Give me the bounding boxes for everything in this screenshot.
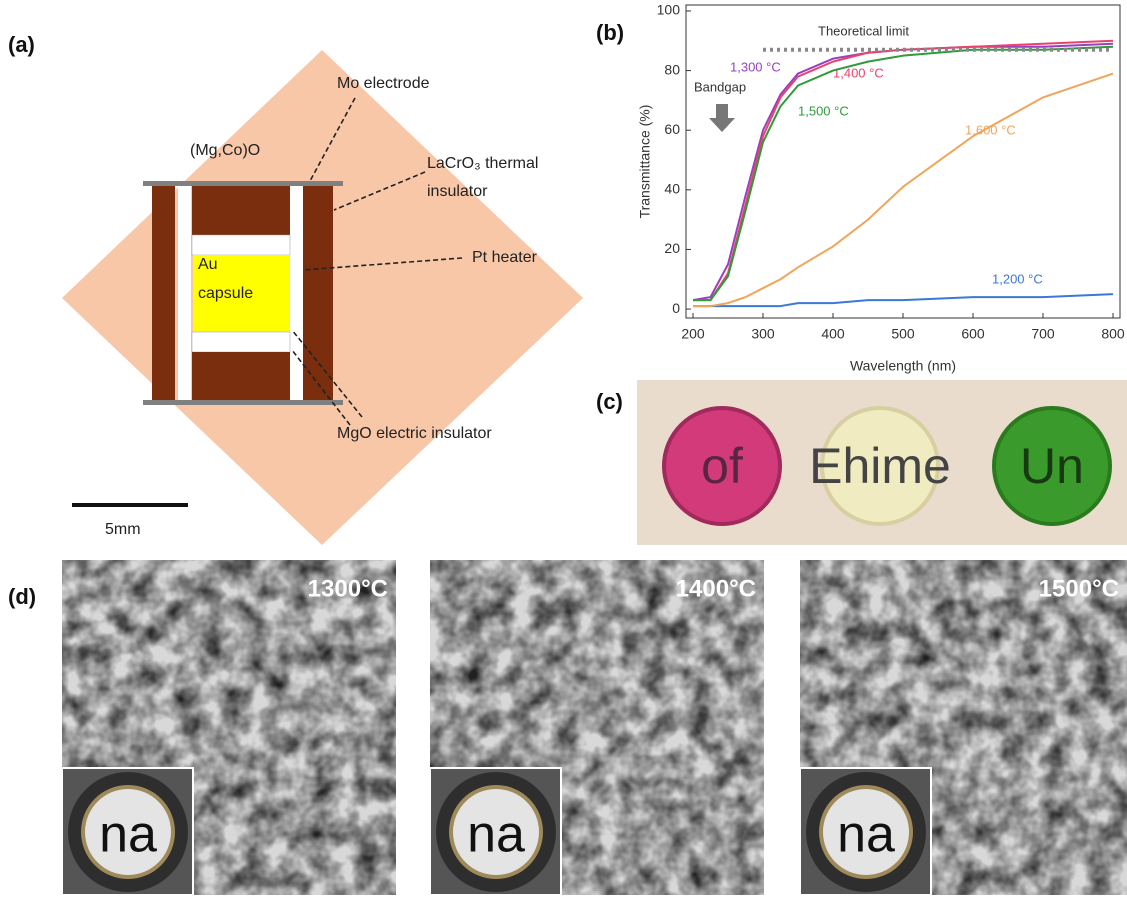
x-tick-label: 500 xyxy=(891,326,915,342)
label: Pt heater xyxy=(472,249,538,266)
temperature-label: 1300°C xyxy=(308,575,388,602)
sem-images: 1300°C na 1400°C na 1500°C na xyxy=(61,560,1127,896)
inset-text: na xyxy=(467,806,525,864)
label: capsule xyxy=(198,285,253,302)
series-label: 1,400 °C xyxy=(833,65,884,80)
temperature-label: 1500°C xyxy=(1039,575,1119,602)
electrode-top xyxy=(143,181,343,186)
curve xyxy=(693,293,1114,308)
x-tick-label: 300 xyxy=(751,326,775,342)
mgo-bottom xyxy=(191,331,291,353)
y-tick-label: 100 xyxy=(657,2,681,18)
label: Au xyxy=(198,256,218,273)
y-tick-label: 80 xyxy=(664,61,680,77)
bandgap-arrow xyxy=(709,104,735,132)
panel-label: (b) xyxy=(596,20,624,45)
label: LaCrO₃ thermal xyxy=(427,155,538,172)
insulator-right xyxy=(303,185,333,401)
electrode-bottom xyxy=(143,400,343,405)
plug-top xyxy=(192,185,290,235)
sample-disk xyxy=(662,406,782,526)
sample-text: Un xyxy=(1020,438,1084,494)
sample-text: Ehime xyxy=(809,438,951,494)
y-tick-label: 60 xyxy=(664,121,680,137)
sample-disk xyxy=(992,406,1112,526)
series-label: Theoretical limit xyxy=(818,23,909,38)
curve xyxy=(693,45,1114,302)
series-label: 1,200 °C xyxy=(992,271,1043,286)
heater-right xyxy=(290,185,303,401)
panel-label: (d) xyxy=(8,584,36,609)
sample-text: of xyxy=(701,438,743,494)
x-tick-label: 200 xyxy=(681,326,705,342)
annotation: Bandgap xyxy=(694,79,746,94)
inset-sample xyxy=(453,789,539,875)
transmittance-chart: (b) 0 20 40 60 80 100 200 300 400 500 600 700 800 Wave… xyxy=(596,2,1125,374)
x-tick-label: 700 xyxy=(1031,326,1055,342)
inset-sample xyxy=(85,789,171,875)
curve xyxy=(693,72,1114,308)
plug-bottom xyxy=(192,352,290,401)
heater-left xyxy=(178,185,191,401)
scale-label: 5mm xyxy=(105,521,141,538)
leader-lines xyxy=(291,97,463,426)
y-tick-label: 0 xyxy=(672,300,680,316)
au-capsule xyxy=(193,255,290,332)
series-label: 1,300 °C xyxy=(730,59,781,74)
x-tick-label: 400 xyxy=(821,326,845,342)
x-tick-label: 800 xyxy=(1101,326,1125,342)
series-label: 1,600 °C xyxy=(965,122,1016,137)
inset-sample xyxy=(823,789,909,875)
label: insulator xyxy=(427,183,488,200)
temperature-label: 1400°C xyxy=(676,575,756,602)
y-tick-label: 20 xyxy=(664,240,680,256)
y-axis-title: Transmittance (%) xyxy=(637,105,653,219)
x-axis-title: Wavelength (nm) xyxy=(850,358,956,374)
sample-disk xyxy=(820,406,940,526)
series-label: 1,500 °C xyxy=(798,103,849,118)
mgo-top xyxy=(191,234,291,256)
x-tick-label: 600 xyxy=(961,326,985,342)
label: Mo electrode xyxy=(337,75,430,92)
y-tick-label: 40 xyxy=(664,181,680,197)
insulator-left xyxy=(152,185,175,401)
inset-text: na xyxy=(99,806,157,864)
panel-label: (c) xyxy=(596,389,623,414)
label: (Mg,Co)O xyxy=(190,142,260,159)
label: MgO electric insulator xyxy=(337,425,492,442)
plot-frame xyxy=(685,4,1121,319)
panel-label: (a) xyxy=(8,32,35,57)
inset-text: na xyxy=(837,806,895,864)
